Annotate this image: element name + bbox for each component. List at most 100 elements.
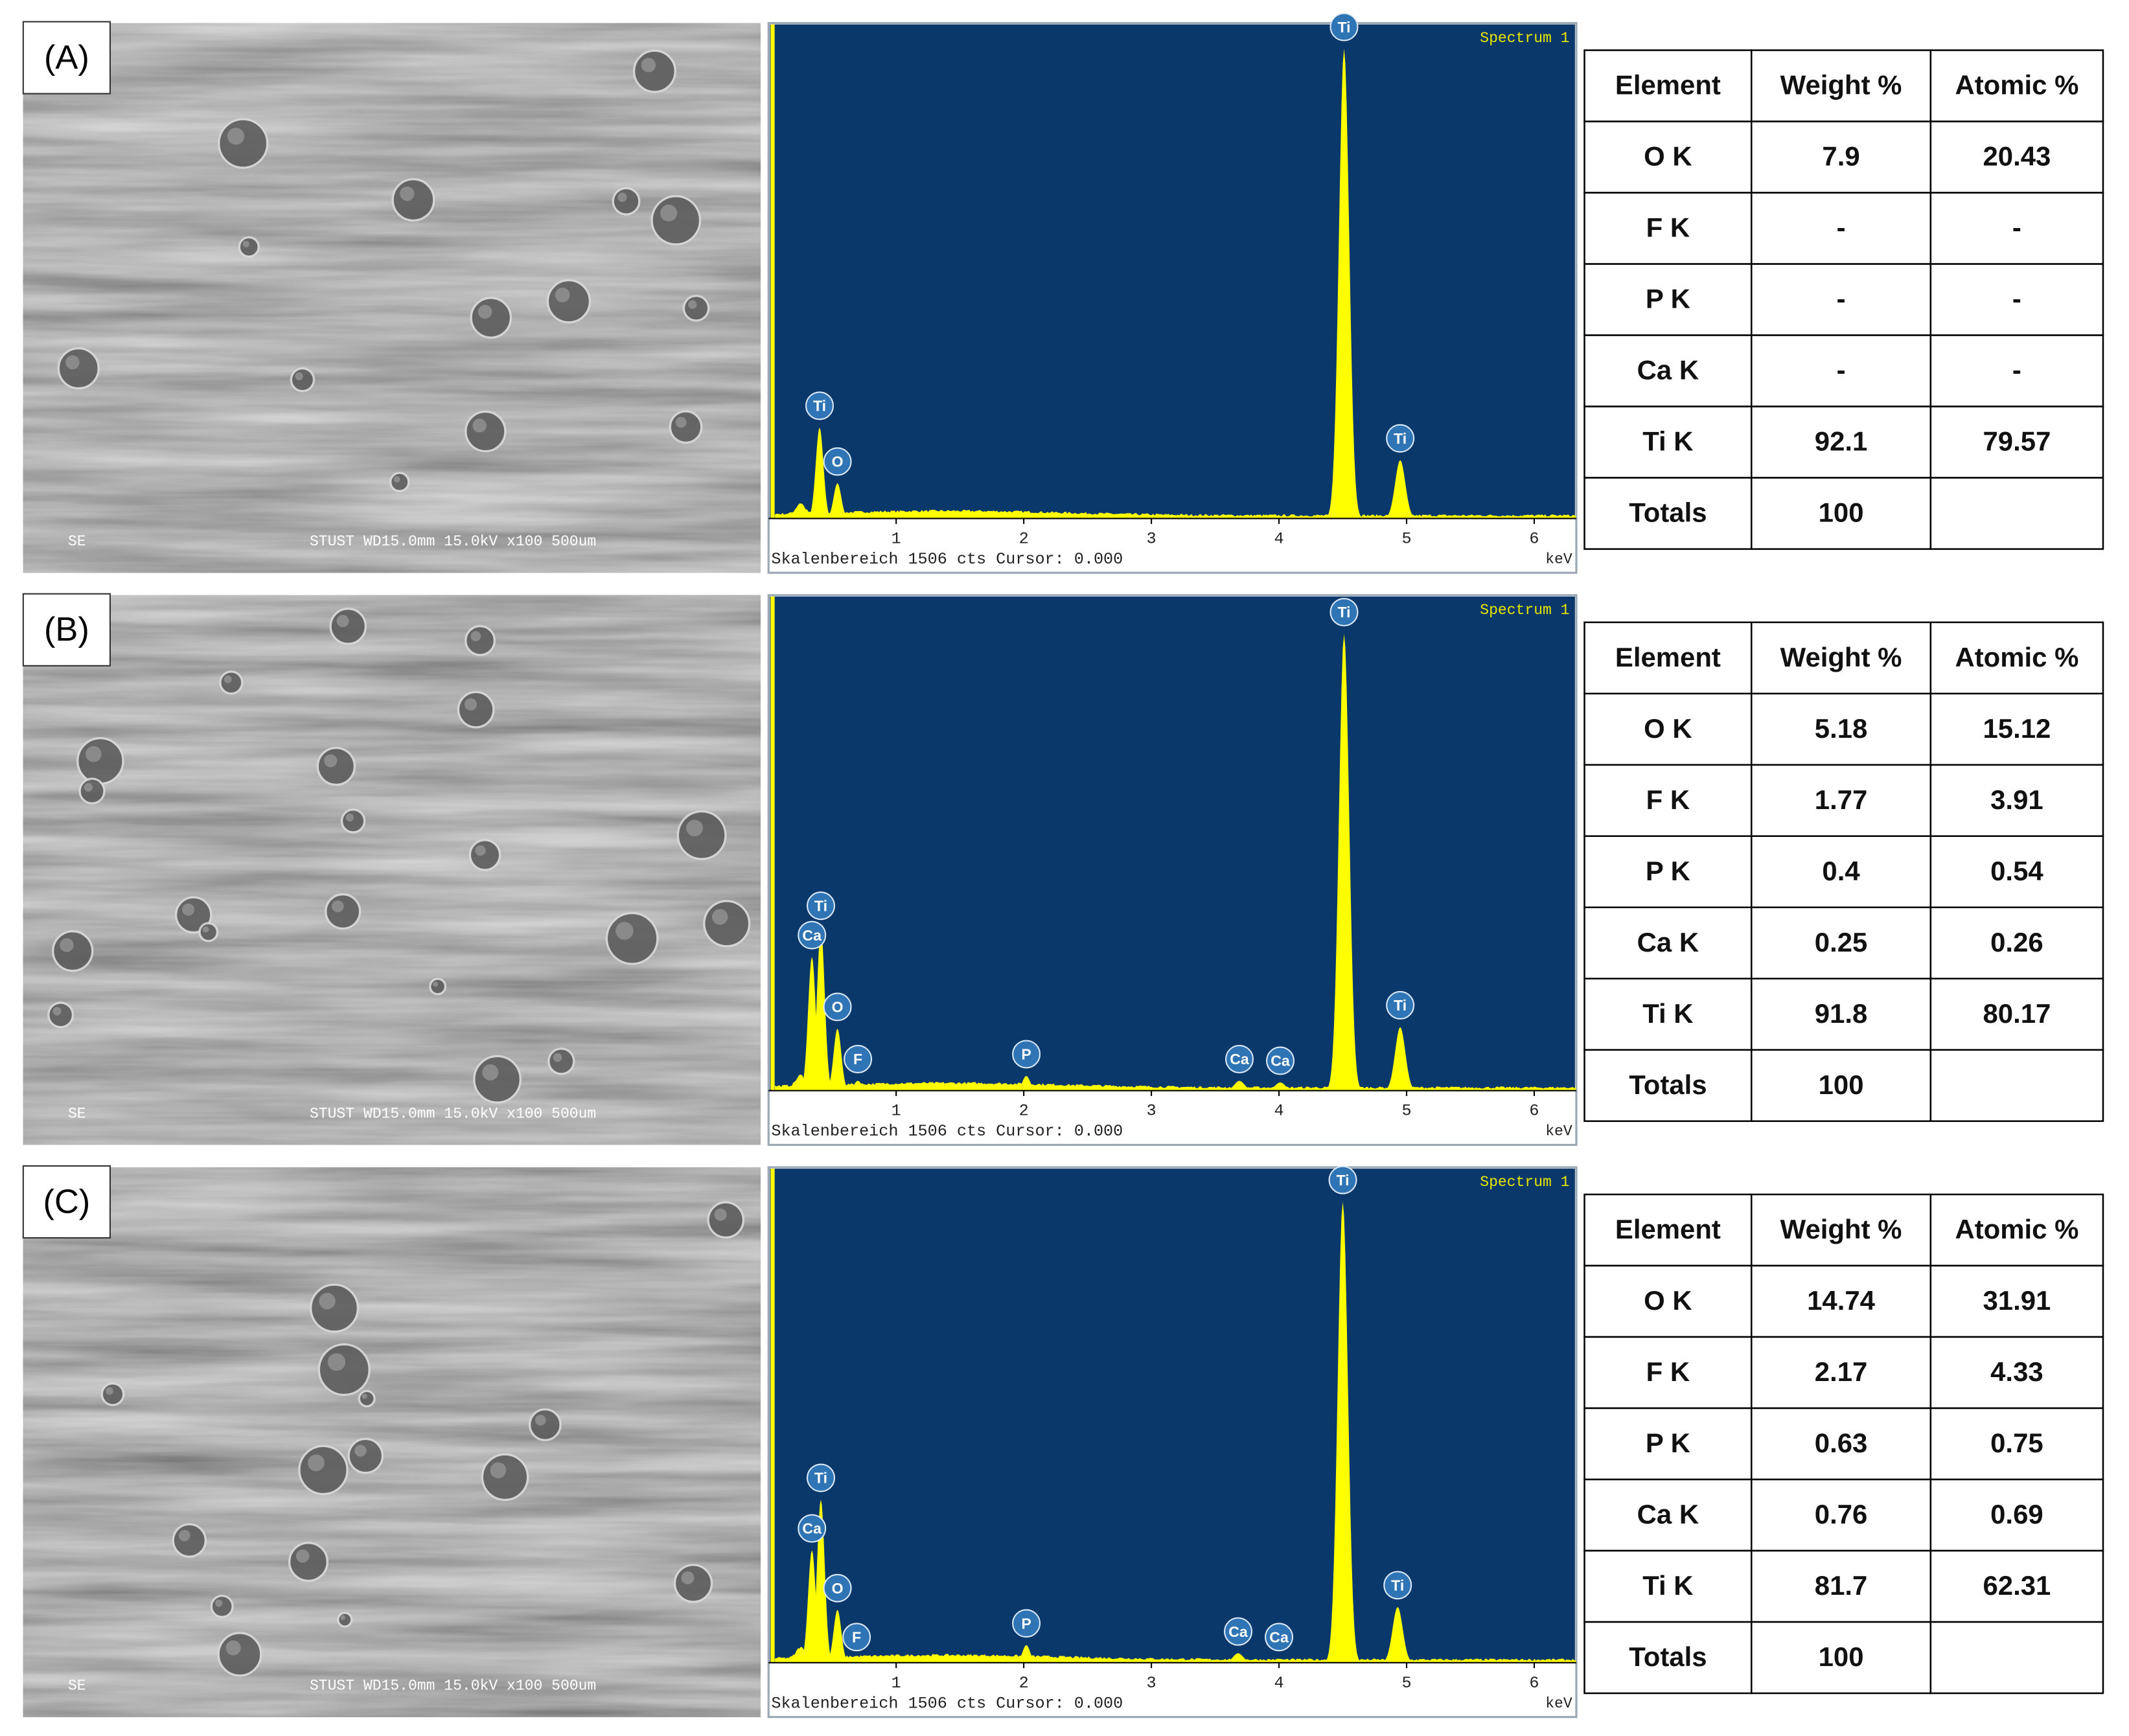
table-value: 0.4 [1822, 856, 1860, 886]
table-cell [1929, 1549, 2104, 1623]
sem-particle [528, 1408, 562, 1441]
peak-marker [798, 1514, 827, 1543]
sem-texture [23, 23, 761, 573]
peak-label: O [832, 999, 844, 1016]
spectrum-peak [1217, 1653, 1259, 1663]
sem-particle [473, 1055, 522, 1104]
table-value: 62.31 [1983, 1570, 2051, 1601]
x-unit: keV [1545, 551, 1572, 567]
peak-label: O [832, 1580, 844, 1597]
sem-highlight [65, 355, 80, 370]
x-tick-label: 4 [1274, 1674, 1284, 1693]
sem-highlight [641, 58, 656, 73]
x-tick-label: 6 [1529, 1102, 1539, 1121]
sem-particle [317, 1343, 371, 1397]
table-value: 31.91 [1983, 1285, 2051, 1316]
sem-particle [57, 347, 100, 390]
peak-marker [1012, 1609, 1041, 1638]
sem-particle [47, 1001, 75, 1029]
table-cell [1929, 1264, 2104, 1338]
table-cell [1583, 1478, 1753, 1552]
table-header: Atomic % [1955, 642, 2078, 672]
panel-label-box [22, 1165, 111, 1239]
table-cell [1751, 263, 1932, 336]
sem-particle [100, 1382, 125, 1406]
table-header: Weight % [1780, 70, 1902, 100]
peak-marker [1266, 1046, 1295, 1075]
sem-particle [340, 808, 366, 834]
table-cell [1583, 1049, 1753, 1123]
sem-highlight [227, 128, 245, 145]
table-cell [1929, 405, 2104, 479]
spectrum-peak [822, 1028, 853, 1091]
table-cell [1751, 1478, 1932, 1552]
eds-spectrum: Ti Ca O F P Ca Ca Ti Ti 1 2 3 4 5 6 keV Skalenbereich 15… [767, 1165, 1578, 1719]
x-tick-label: 5 [1401, 1102, 1411, 1121]
table-value: P K [1646, 284, 1690, 314]
sem-highlight [464, 698, 477, 711]
sem-highlight [470, 631, 481, 642]
sem-highlight [332, 900, 344, 913]
table-value: 7.9 [1822, 141, 1859, 172]
sem-image: SE STUST WD15.0mm 15.0kV x100 500um (C) [22, 1165, 761, 1717]
sem-particle [468, 839, 501, 871]
peak-label: Ti [813, 398, 826, 415]
table-value: - [2012, 212, 2021, 243]
spectrum-peak [805, 1500, 836, 1663]
table-header: Atomic % [1955, 70, 2078, 100]
table-value: 80.17 [1983, 998, 2051, 1029]
table-value: - [2012, 355, 2021, 385]
sem-highlight [490, 1462, 507, 1479]
spectrum-peak [1011, 1075, 1042, 1091]
sem-highlight [324, 754, 338, 768]
sem-particle [547, 1047, 575, 1075]
spectrum-peak [1323, 49, 1365, 519]
table-cell [1929, 334, 2104, 407]
sem-highlight [553, 1053, 562, 1062]
sem-particle [172, 1523, 207, 1558]
peak-label: P [1021, 1046, 1031, 1063]
table-value: 1.77 [1815, 784, 1868, 815]
x-tick-label: 5 [1401, 530, 1411, 549]
sem-highlight [307, 1454, 325, 1472]
table-value: 20.43 [1983, 141, 2051, 172]
sem-particle [238, 236, 260, 258]
sem-highlight [295, 372, 303, 381]
sem-particle [198, 922, 219, 942]
table-cell [1929, 764, 2104, 838]
table-cell [1929, 835, 2104, 909]
composition-table: Element Weight % Atomic % O K 5.18 15.12 F K 1.… [1583, 621, 2104, 1123]
sem-particle [309, 1283, 360, 1333]
sem-highlight [86, 746, 102, 762]
table-value: Totals [1629, 1641, 1707, 1672]
table-header: Weight % [1780, 1214, 1902, 1244]
peak-label: Ca [1271, 1053, 1290, 1069]
panel-label: (B) [44, 611, 89, 648]
table-value: - [1837, 284, 1846, 314]
spectrum-peak [822, 483, 853, 519]
peak-marker [1386, 424, 1415, 453]
x-tick-label: 1 [892, 1102, 901, 1121]
table-cell [1583, 334, 1753, 407]
panel-label-box [22, 21, 111, 95]
table-cell [1751, 1049, 1932, 1123]
sem-highlight [345, 813, 354, 822]
table-value: 2.17 [1815, 1356, 1868, 1387]
table-value: F K [1646, 784, 1690, 815]
table-value: P K [1646, 856, 1690, 886]
table-header: Element [1615, 70, 1721, 100]
table-cell [1751, 1193, 1932, 1267]
table-cell [1751, 1264, 1932, 1338]
table-value: 79.57 [1983, 426, 2051, 457]
panel-label: (C) [43, 1183, 91, 1220]
peak-marker [823, 1573, 852, 1603]
sem-highlight [327, 1353, 346, 1371]
spectrum-peak [1379, 460, 1421, 519]
sem-highlight [393, 475, 400, 483]
eds-spectrum: Ti O Ti Ti 1 2 3 4 5 6 keV Skalenbereich 1506 cts C… [767, 12, 1578, 574]
sem-particle [391, 178, 435, 222]
sem-particle [676, 810, 727, 860]
sem-particle [703, 900, 751, 948]
sem-highlight [242, 240, 250, 248]
sem-particle [218, 118, 269, 169]
